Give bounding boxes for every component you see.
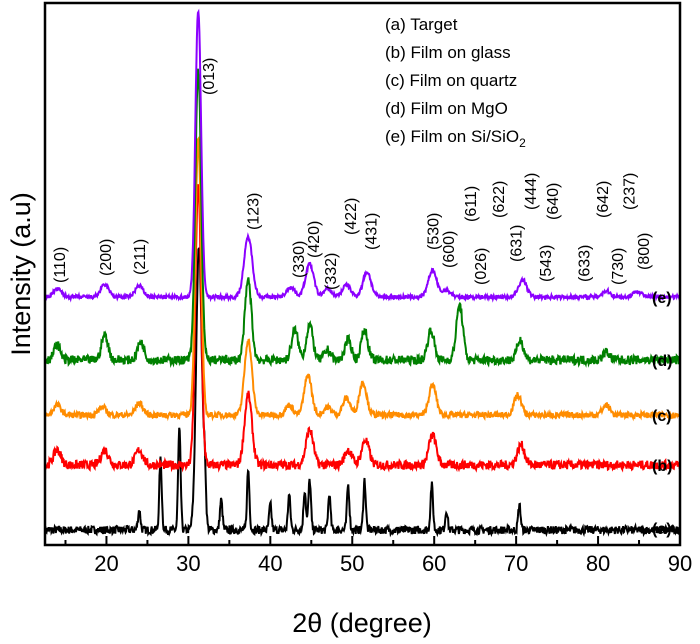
- peak-annotations: (110) (200) (211) (013) (123) (330)(420)(332)…: [52, 58, 653, 290]
- series-curves: [44, 8, 681, 538]
- peak-label: (642): [595, 181, 612, 218]
- legend-entry-e-text: (e) Film on Si/SiO: [385, 127, 519, 146]
- peak-label: (200): [98, 239, 115, 276]
- legend-entry-b: (b) Film on glass: [385, 43, 511, 62]
- peak-label: (530): [426, 213, 443, 250]
- peak-label: (543): [538, 245, 555, 282]
- series-label: (b): [652, 458, 672, 475]
- peak-label: (600): [441, 231, 458, 268]
- peak-label: (332): [323, 253, 340, 290]
- peak-label: (013): [201, 58, 218, 95]
- peak-label: (800): [636, 233, 653, 270]
- series-line-b: [44, 184, 681, 473]
- peak-label: (026): [473, 248, 490, 285]
- peak-label: (431): [363, 213, 380, 250]
- peak-label: (420): [306, 221, 323, 258]
- peak-label: (444): [523, 173, 540, 210]
- series-labels: (a) (b) (c) (d) (e): [652, 290, 672, 538]
- series-label: (c): [652, 408, 672, 425]
- peak-label: (633): [576, 245, 593, 282]
- plot-frame: [43, 1, 682, 547]
- peak-label: (237): [621, 173, 638, 210]
- x-tick-label: 40: [258, 551, 282, 576]
- legend-subscript: 2: [519, 136, 526, 150]
- series-line-c: [44, 135, 681, 422]
- x-axis-label: 2θ (degree): [292, 608, 432, 638]
- legend-entry-c: (c) Film on quartz: [385, 71, 517, 90]
- legend: (a) Target (b) Film on glass (c) Film on…: [385, 15, 526, 150]
- x-tick-label: 50: [340, 551, 364, 576]
- x-tick-label: 20: [94, 551, 118, 576]
- series-label: (e): [652, 290, 672, 307]
- x-tick-label: 80: [586, 551, 610, 576]
- y-axis-label: Intensity (a.u): [6, 192, 36, 356]
- series-line-d: [44, 68, 681, 369]
- series-label: (a): [652, 521, 672, 538]
- peak-label: (611): [463, 186, 480, 222]
- peak-label: (640): [545, 183, 562, 220]
- x-tick-label: 30: [176, 551, 200, 576]
- peak-label: (631): [508, 225, 525, 262]
- peak-label: (330): [291, 241, 308, 278]
- legend-entry-d: (d) Film on MgO: [385, 99, 508, 118]
- peak-label: (730): [610, 248, 627, 285]
- peak-label: (622): [491, 181, 508, 218]
- x-tick-label: 70: [504, 551, 528, 576]
- x-tick-label: 90: [668, 551, 692, 576]
- x-tick-label: 60: [422, 551, 446, 576]
- series-label: (d): [652, 353, 672, 370]
- peak-label: (211): [132, 239, 149, 275]
- legend-entry-e: (e) Film on Si/SiO2: [385, 127, 526, 150]
- series-line-a: [44, 247, 681, 538]
- peak-label: (422): [343, 198, 360, 235]
- series-line-e: [44, 8, 681, 303]
- x-axis-ticks: 20 30 40 50 60 70 80 90: [64, 536, 692, 576]
- legend-entry-a: (a) Target: [385, 15, 458, 34]
- peak-label: (123): [245, 193, 262, 230]
- peak-label: (110): [52, 247, 69, 283]
